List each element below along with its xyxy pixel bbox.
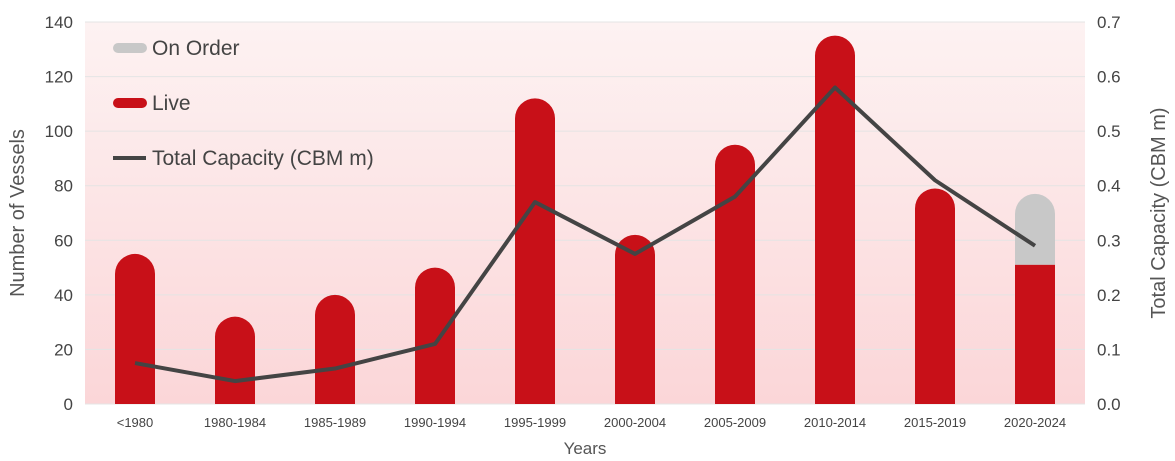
y-tick-label: 100 — [45, 122, 73, 141]
x-tick-label: <1980 — [117, 415, 154, 430]
y2-tick-label: 0.6 — [1097, 68, 1121, 87]
bar-live — [815, 35, 855, 405]
y-axis-label: Number of Vessels — [7, 129, 29, 297]
bar-live — [515, 98, 555, 405]
bar-live — [315, 294, 355, 404]
y2-tick-label: 0.5 — [1097, 122, 1121, 141]
y2-tick-label: 0.3 — [1097, 231, 1121, 250]
legend-label: On Order — [152, 37, 240, 60]
y2-tick-label: 0.0 — [1097, 395, 1121, 414]
x-tick-label: 1995-1999 — [504, 415, 566, 430]
bar-live — [115, 253, 155, 404]
bar-live — [915, 188, 955, 404]
x-tick-label: 1985-1989 — [304, 415, 366, 430]
capacity-line — [134, 85, 1037, 384]
left-axis-ticks: 0 20 40 60 80 100 120 140 — [45, 13, 73, 414]
x-tick-label: 1980-1984 — [204, 415, 266, 430]
y-tick-label: 80 — [54, 177, 73, 196]
right-axis-ticks: 0.0 0.1 0.2 0.3 0.4 0.5 0.6 0.7 — [1097, 13, 1121, 414]
bar-live — [715, 144, 755, 404]
y-tick-label: 60 — [54, 231, 73, 250]
legend-label: Total Capacity (CBM m) — [152, 147, 374, 170]
y-tick-label: 40 — [54, 286, 73, 305]
x-axis-label: Years — [564, 439, 607, 458]
x-tick-label: 2000-2004 — [604, 415, 666, 430]
y2-tick-label: 0.1 — [1097, 340, 1121, 359]
bar-live — [215, 316, 255, 404]
x-axis-ticks: <1980 1980-1984 1985-1989 1990-1994 1995-199… — [117, 415, 1066, 430]
x-tick-label: 1990-1994 — [404, 415, 466, 430]
y-tick-label: 20 — [54, 340, 73, 359]
y-tick-label: 0 — [64, 395, 73, 414]
bar-live — [615, 234, 655, 404]
bar-on-order — [1015, 193, 1055, 265]
bar-live — [415, 267, 455, 404]
x-tick-label: 2005-2009 — [704, 415, 766, 430]
y2-tick-label: 0.7 — [1097, 13, 1121, 32]
x-tick-label: 2015-2019 — [904, 415, 966, 430]
y-tick-label: 120 — [45, 68, 73, 87]
legend-label: Live — [152, 92, 191, 115]
y2-tick-label: 0.4 — [1097, 177, 1121, 196]
bar-live — [1015, 264, 1055, 404]
x-tick-label: 2020-2024 — [1004, 415, 1066, 430]
y2-tick-label: 0.2 — [1097, 286, 1121, 305]
x-tick-label: 2010-2014 — [804, 415, 866, 430]
legend: On Order Live Total Capacity (CBM m) — [113, 37, 374, 170]
y2-axis-label: Total Capacity (CBM m) — [1148, 107, 1170, 318]
capacity-line-path — [134, 85, 1037, 384]
y-tick-label: 140 — [45, 13, 73, 32]
